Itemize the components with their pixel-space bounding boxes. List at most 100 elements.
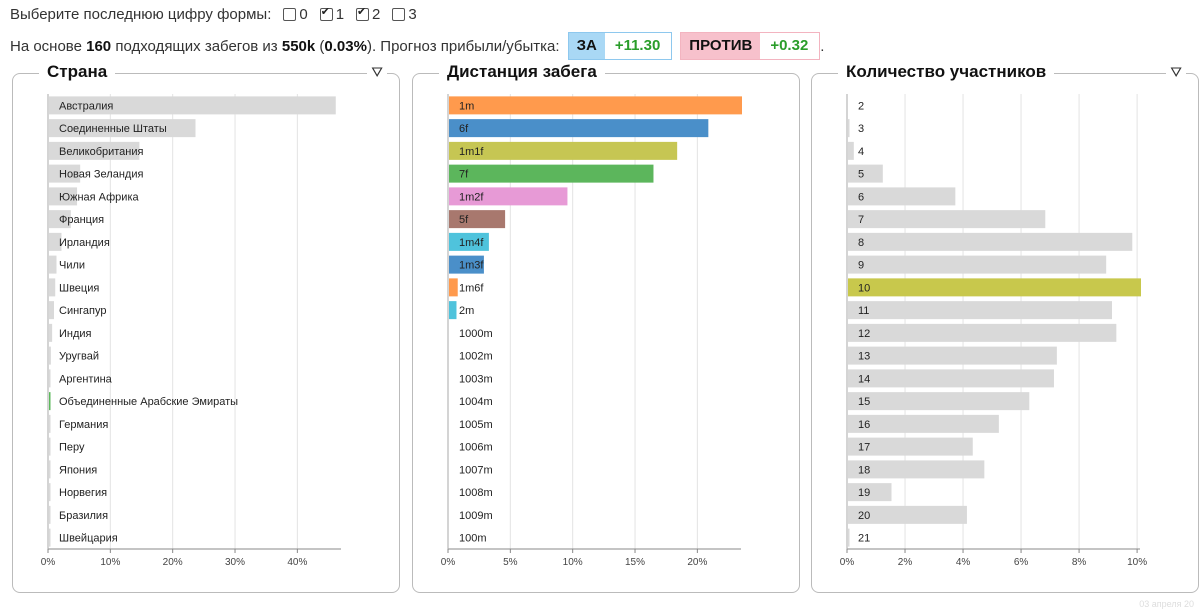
bar[interactable]: [49, 141, 140, 160]
bar[interactable]: [449, 119, 709, 138]
bar[interactable]: [848, 369, 1054, 388]
category-label[interactable]: 1009m: [459, 510, 493, 522]
category-label[interactable]: Швейцария: [59, 533, 118, 545]
bar[interactable]: [49, 528, 51, 547]
category-label[interactable]: Швеция: [59, 282, 99, 294]
category-label[interactable]: 1m6f: [459, 282, 484, 294]
category-label[interactable]: 1m1f: [459, 146, 484, 158]
category-label[interactable]: Южная Африка: [59, 191, 140, 203]
category-label[interactable]: 10: [858, 282, 870, 294]
category-label[interactable]: Япония: [59, 464, 97, 476]
bar[interactable]: [848, 460, 985, 479]
category-label[interactable]: Перу: [59, 442, 85, 454]
category-label[interactable]: Норвегия: [59, 487, 107, 499]
category-label[interactable]: 14: [858, 373, 870, 385]
category-label[interactable]: 1005m: [459, 419, 493, 431]
category-label[interactable]: 5: [858, 169, 864, 181]
category-label[interactable]: 4: [858, 146, 864, 158]
category-label[interactable]: Франция: [59, 214, 104, 226]
category-label[interactable]: 1006m: [459, 442, 493, 454]
bar[interactable]: [848, 232, 1133, 251]
category-label[interactable]: 20: [858, 510, 870, 522]
bar[interactable]: [49, 414, 51, 433]
bar[interactable]: [449, 301, 457, 320]
bar[interactable]: [449, 255, 484, 274]
bar[interactable]: [848, 255, 1107, 274]
category-label[interactable]: 1m2f: [459, 191, 484, 203]
bar[interactable]: [449, 232, 489, 251]
bar[interactable]: [449, 141, 678, 160]
bar[interactable]: [49, 392, 51, 411]
bar[interactable]: [49, 483, 51, 502]
bar[interactable]: [848, 210, 1046, 229]
form-digit-option-3[interactable]: 3: [392, 6, 417, 23]
form-digit-option-1[interactable]: 1: [319, 5, 344, 23]
category-label[interactable]: Сингапур: [59, 305, 107, 317]
bar[interactable]: [848, 483, 892, 502]
category-label[interactable]: 16: [858, 419, 870, 431]
bar[interactable]: [848, 187, 956, 206]
bar[interactable]: [449, 164, 654, 183]
bar[interactable]: [848, 323, 1117, 342]
bar[interactable]: [49, 346, 51, 365]
bar[interactable]: [848, 346, 1057, 365]
bar[interactable]: [49, 255, 57, 274]
bar[interactable]: [49, 96, 336, 115]
bar[interactable]: [49, 232, 62, 251]
bar[interactable]: [49, 301, 54, 320]
bar[interactable]: [848, 164, 883, 183]
bar[interactable]: [848, 437, 973, 456]
category-label[interactable]: 11: [858, 305, 869, 317]
category-label[interactable]: Новая Зеландия: [59, 169, 143, 181]
bar[interactable]: [449, 187, 568, 206]
bar[interactable]: [49, 505, 51, 524]
checkbox-2[interactable]: [356, 5, 370, 21]
category-label[interactable]: 19: [858, 487, 870, 499]
category-label[interactable]: 17: [858, 442, 870, 454]
category-label[interactable]: 7f: [459, 169, 469, 181]
bar[interactable]: [848, 141, 854, 160]
category-label[interactable]: 1002m: [459, 351, 493, 363]
filter-clear-icon[interactable]: ⛛: [367, 64, 387, 81]
filter-clear-icon[interactable]: ⛛: [1166, 64, 1186, 81]
bar[interactable]: [848, 301, 1112, 320]
category-label[interactable]: Германия: [59, 419, 108, 431]
category-label[interactable]: 8: [858, 237, 864, 249]
category-label[interactable]: 1m3f: [459, 260, 484, 272]
category-label[interactable]: Индия: [59, 328, 92, 340]
category-label[interactable]: 9: [858, 260, 864, 272]
bar[interactable]: [848, 278, 1141, 297]
category-label[interactable]: Соединенные Штаты: [59, 123, 167, 135]
bar[interactable]: [848, 392, 1030, 411]
bar[interactable]: [49, 460, 51, 479]
bar[interactable]: [848, 505, 967, 524]
category-label[interactable]: 1008m: [459, 487, 493, 499]
checkbox-3[interactable]: [392, 8, 406, 21]
bar[interactable]: [848, 414, 999, 433]
bar[interactable]: [49, 187, 78, 206]
bar[interactable]: [449, 96, 742, 115]
category-label[interactable]: 1003m: [459, 373, 493, 385]
category-label[interactable]: 1004m: [459, 396, 493, 408]
category-label[interactable]: 2m: [459, 305, 474, 317]
category-label[interactable]: Ирландия: [59, 237, 110, 249]
form-digit-option-0[interactable]: 0: [283, 6, 308, 23]
category-label[interactable]: 2: [858, 100, 864, 112]
category-label[interactable]: 6f: [459, 123, 469, 135]
category-label[interactable]: Объединенные Арабские Эмираты: [59, 396, 238, 408]
category-label[interactable]: 1007m: [459, 464, 493, 476]
bar[interactable]: [49, 278, 56, 297]
category-label[interactable]: 12: [858, 328, 870, 340]
bar[interactable]: [49, 164, 81, 183]
category-label[interactable]: 1m: [459, 100, 474, 112]
bar[interactable]: [49, 369, 51, 388]
category-label[interactable]: 7: [858, 214, 864, 226]
bar[interactable]: [848, 119, 850, 138]
bar[interactable]: [49, 323, 53, 342]
checkbox-0[interactable]: [283, 8, 297, 21]
category-label[interactable]: Уругвай: [59, 351, 99, 363]
category-label[interactable]: Аргентина: [59, 373, 113, 385]
category-label[interactable]: 21: [858, 533, 870, 545]
category-label[interactable]: Австралия: [59, 100, 113, 112]
category-label[interactable]: 6: [858, 191, 864, 203]
